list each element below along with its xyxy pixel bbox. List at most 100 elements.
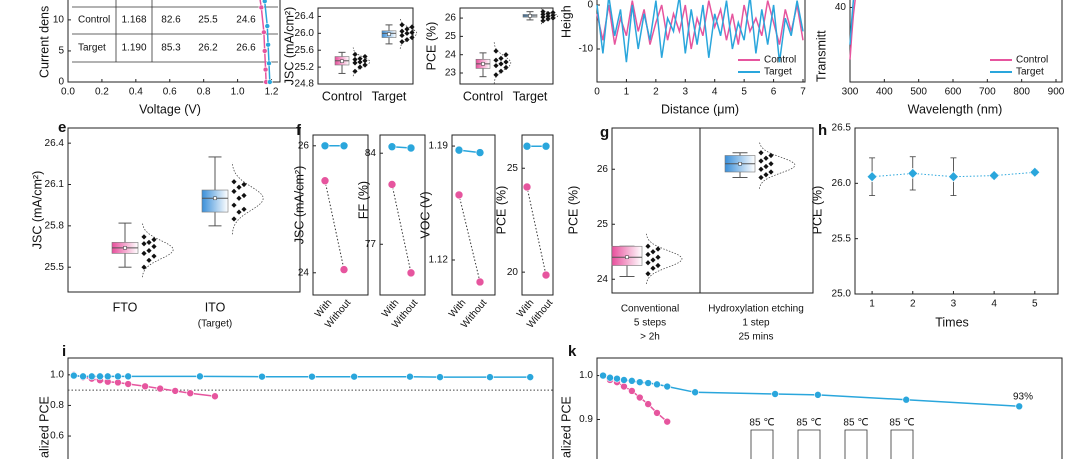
x-tick-label: 7 xyxy=(800,87,806,98)
x-tick-label: 5 xyxy=(741,87,747,98)
data-point xyxy=(151,243,157,250)
y-axis-label: Transmitt xyxy=(814,30,828,82)
series-line xyxy=(263,0,271,83)
table-cell: 26.6 xyxy=(236,43,256,54)
data-point xyxy=(540,11,546,18)
marker xyxy=(486,373,494,381)
legend-label: Target xyxy=(764,67,792,78)
data-point xyxy=(498,68,504,74)
y-axis-label: VOC (V) xyxy=(418,191,432,238)
series-line xyxy=(526,186,547,276)
x-tick-label: 900 xyxy=(1048,87,1065,98)
marker xyxy=(814,391,822,399)
marker xyxy=(628,387,636,395)
data-point xyxy=(655,246,661,252)
data-point xyxy=(758,174,764,181)
marker xyxy=(454,145,464,155)
y-tick-label: 1.12 xyxy=(429,255,449,266)
x-tick-label: 0.0 xyxy=(61,87,75,98)
legend-label: Target xyxy=(1016,67,1044,78)
marker xyxy=(635,393,644,402)
data-point xyxy=(357,59,363,65)
data-point xyxy=(352,56,358,63)
plot-frame xyxy=(317,7,414,85)
series-line xyxy=(849,0,855,45)
marker xyxy=(79,372,87,381)
y-tick-label: 24 xyxy=(298,267,310,278)
data-point xyxy=(540,18,546,24)
data-point xyxy=(404,30,410,36)
x-category-label: ITO xyxy=(205,300,226,314)
distribution-curve xyxy=(759,141,796,189)
data-point xyxy=(768,169,774,175)
plot-frame xyxy=(854,127,1059,295)
series-line xyxy=(324,180,345,270)
marker xyxy=(262,66,269,73)
y-tick-label: 40 xyxy=(835,2,847,13)
data-point xyxy=(151,253,157,259)
table-cell: Control xyxy=(78,15,110,26)
marker xyxy=(541,141,551,151)
marker xyxy=(70,371,78,380)
marker xyxy=(644,379,652,387)
marker xyxy=(387,142,397,152)
y-tick-label: 24.8 xyxy=(295,79,315,90)
mean xyxy=(123,246,127,250)
data-point xyxy=(146,239,152,245)
x-category-note: (Target) xyxy=(198,319,232,330)
data-point xyxy=(399,32,405,39)
x-tick-label: 1 xyxy=(624,87,630,98)
plot-frame xyxy=(451,134,496,296)
marker xyxy=(522,141,532,151)
marker xyxy=(475,148,485,157)
x-tick-label: 0 xyxy=(594,87,600,98)
data-point xyxy=(409,34,415,41)
y-tick-label: 26.4 xyxy=(45,138,65,149)
marker xyxy=(406,372,414,381)
data-point xyxy=(758,158,764,164)
marker xyxy=(406,143,416,153)
y-tick-label: 25 xyxy=(507,163,519,174)
marker xyxy=(454,190,464,200)
panel-label: e xyxy=(58,119,66,136)
y-tick-label: 26 xyxy=(298,140,310,151)
data-point xyxy=(231,188,237,194)
annotation-bracket xyxy=(890,429,914,459)
y-tick-label: 25.6 xyxy=(295,45,315,56)
marker xyxy=(1029,166,1041,178)
y-axis-label: FF (%) xyxy=(356,181,370,219)
data-point xyxy=(493,72,499,78)
y-tick-label: 77 xyxy=(365,239,377,250)
plot-frame xyxy=(312,134,369,296)
x-tick-label: 3 xyxy=(683,87,689,98)
annotation-bracket xyxy=(750,429,774,459)
data-point xyxy=(763,163,769,170)
marker xyxy=(771,390,779,398)
y-axis-label: JSC (mA/cm²) xyxy=(292,166,306,244)
data-point xyxy=(650,257,656,263)
marker xyxy=(620,382,628,391)
y-tick-label: -10 xyxy=(579,44,594,55)
plot-frame xyxy=(379,134,426,296)
marker xyxy=(436,373,444,381)
x-category-label: 25 mins xyxy=(738,332,773,343)
data-point xyxy=(545,13,551,19)
y-tick-label: 25 xyxy=(445,31,457,42)
x-tick-label: 500 xyxy=(910,87,927,98)
distribution-curve xyxy=(493,42,512,84)
y-tick-label: 25.5 xyxy=(832,233,852,244)
y-tick-label: 0 xyxy=(58,77,64,88)
mean xyxy=(481,62,485,66)
x-tick-label: 5 xyxy=(1032,299,1038,310)
marker xyxy=(156,384,164,393)
data-point xyxy=(763,155,769,161)
panel-label: k xyxy=(568,343,577,360)
x-tick-label: 0.6 xyxy=(163,87,177,98)
plot-frame xyxy=(521,134,554,296)
y-axis-label: PCE (%) xyxy=(810,186,824,235)
data-point xyxy=(498,55,504,61)
marker xyxy=(320,176,330,186)
distribution-curve xyxy=(141,222,174,278)
data-point xyxy=(650,265,656,271)
y-tick-label: 24 xyxy=(597,274,609,285)
